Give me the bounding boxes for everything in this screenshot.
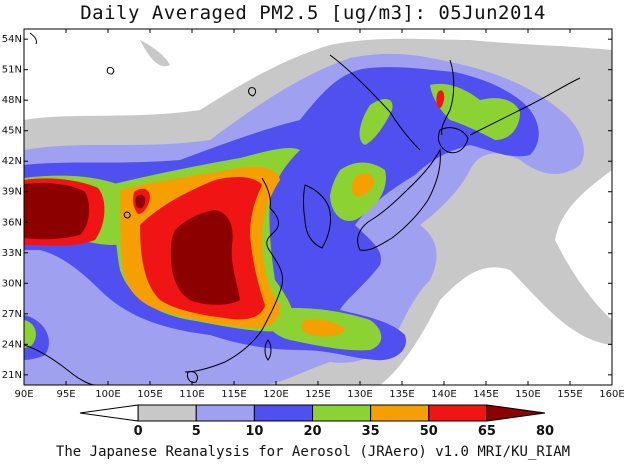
contour-orange-2 xyxy=(351,173,374,197)
x-tick-label: 140E xyxy=(431,389,456,400)
x-tick-label: 110E xyxy=(179,389,204,400)
colorbar-label: 20 xyxy=(303,424,321,439)
colorbar-label: 5 xyxy=(192,424,201,439)
y-tick-label: 51N xyxy=(2,65,22,76)
lake-2 xyxy=(248,87,257,97)
x-tick-label: 105E xyxy=(137,389,162,400)
japan-honshu xyxy=(357,148,441,251)
colorbar-segment xyxy=(195,404,255,422)
korea-coast xyxy=(302,184,331,249)
sakhalin xyxy=(441,59,455,136)
x-tick-label: 155E xyxy=(557,389,582,400)
colorbar-label: 80 xyxy=(536,424,554,439)
lake-3 xyxy=(29,32,37,45)
colorbar-label: 0 xyxy=(134,424,143,439)
contour-darkred xyxy=(24,183,90,240)
coastlines xyxy=(24,32,581,385)
lake-1 xyxy=(106,67,115,75)
x-tick-label: 135E xyxy=(389,389,414,400)
contour-green-7 xyxy=(24,320,36,348)
colorbar-segment xyxy=(370,404,430,422)
contour-grey-3 xyxy=(555,290,612,340)
y-tick-label: 27N xyxy=(2,309,22,320)
colorbar-segment xyxy=(486,404,546,422)
russia-coast xyxy=(329,54,421,151)
colorbar-label: 35 xyxy=(362,424,380,439)
x-tick-label: 160E xyxy=(599,389,624,400)
taiwan xyxy=(264,339,272,361)
colorbar-segment xyxy=(79,404,139,422)
x-tick-label: 95E xyxy=(56,389,75,400)
y-tick-label: 42N xyxy=(2,156,22,167)
credit-line: The Japanese Reanalysis for Aerosol (JRA… xyxy=(55,444,571,460)
x-tick-label: 130E xyxy=(347,389,372,400)
x-tick-label: 125E xyxy=(305,389,330,400)
y-tick-label: 33N xyxy=(2,248,22,259)
colorbar-label: 50 xyxy=(420,424,438,439)
colorbar-label: 10 xyxy=(245,424,263,439)
colorbar-segment xyxy=(428,404,488,422)
y-tick-label: 30N xyxy=(2,278,22,289)
colorbar: 0 5 10 20 35 50 65 80 xyxy=(79,404,554,439)
x-tick-label: 90E xyxy=(14,389,33,400)
contour-green-4 xyxy=(359,98,393,145)
indochina-coast xyxy=(24,344,96,385)
lake-4 xyxy=(123,211,131,219)
y-tick-label: 48N xyxy=(2,95,22,106)
y-tick-label: 21N xyxy=(2,370,22,381)
colorbar-label: 65 xyxy=(478,424,496,439)
china-coast xyxy=(184,177,284,373)
contour-red-4 xyxy=(436,90,445,108)
y-tick-label: 54N xyxy=(2,34,22,45)
colorbar-segment xyxy=(253,404,313,422)
y-tick-label: 39N xyxy=(2,187,22,198)
colorbar-segment xyxy=(137,404,197,422)
x-tick-label: 150E xyxy=(515,389,540,400)
contour-grey-2 xyxy=(140,40,170,67)
map-title: Daily Averaged PM2.5 [ug/m3]: 05Jun2014 xyxy=(80,2,546,24)
colorbar-segment xyxy=(312,404,372,422)
x-tick-label: 120E xyxy=(263,389,288,400)
concentration-field xyxy=(24,29,612,385)
contour-darkred-3 xyxy=(135,194,146,209)
japan-hokkaido xyxy=(437,127,469,154)
x-tick-label: 115E xyxy=(221,389,246,400)
contour-darkred-2 xyxy=(170,210,240,305)
contour-orange-3 xyxy=(301,319,345,337)
x-tick-label: 100E xyxy=(95,389,120,400)
x-tick-label: 145E xyxy=(473,389,498,400)
y-tick-label: 36N xyxy=(2,217,22,228)
hainan xyxy=(187,371,198,383)
y-tick-label: 45N xyxy=(2,126,22,137)
y-tick-label: 24N xyxy=(2,339,22,350)
axes: 90E 95E 100E 105E 110E 115E 120E 125E 130E 135E 14… xyxy=(2,29,625,400)
kuril-chain xyxy=(469,77,581,136)
